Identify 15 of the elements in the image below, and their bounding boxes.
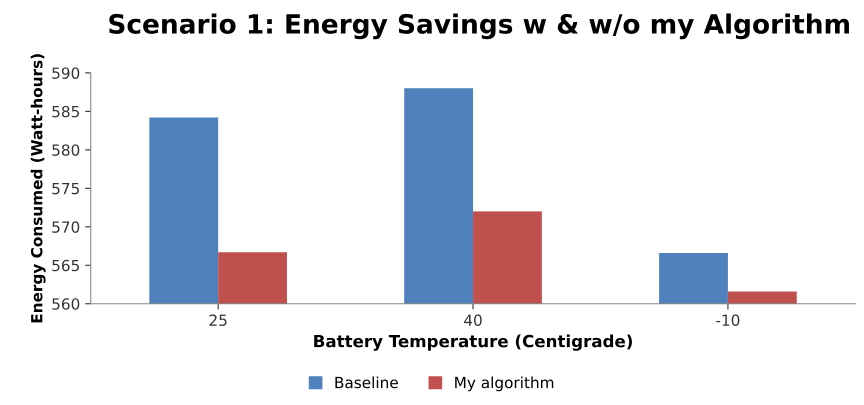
legend-label: My algorithm	[455, 376, 554, 392]
y-tick-label: 560	[52, 298, 80, 310]
y-tick-label: 570	[52, 221, 80, 233]
x-axis-title: Battery Temperature (Centigrade)	[314, 334, 632, 351]
y-tick-label: 575	[52, 182, 79, 194]
x-tick-label: -10	[716, 314, 740, 326]
y-axis-title: Energy Consumed (Watt-hours)	[30, 54, 46, 322]
y-tick-label: 580	[52, 144, 80, 156]
chart-title: Scenario 1: Energy Savings w & w/o my Algorithm	[109, 13, 849, 40]
x-tick-label: 25	[210, 314, 227, 326]
x-tick-label: 40	[464, 314, 482, 326]
y-tick-label: 590	[52, 67, 80, 79]
legend-label: Baseline	[335, 376, 398, 388]
y-tick-label: 565	[52, 260, 79, 272]
y-tick-label: 585	[52, 106, 79, 118]
